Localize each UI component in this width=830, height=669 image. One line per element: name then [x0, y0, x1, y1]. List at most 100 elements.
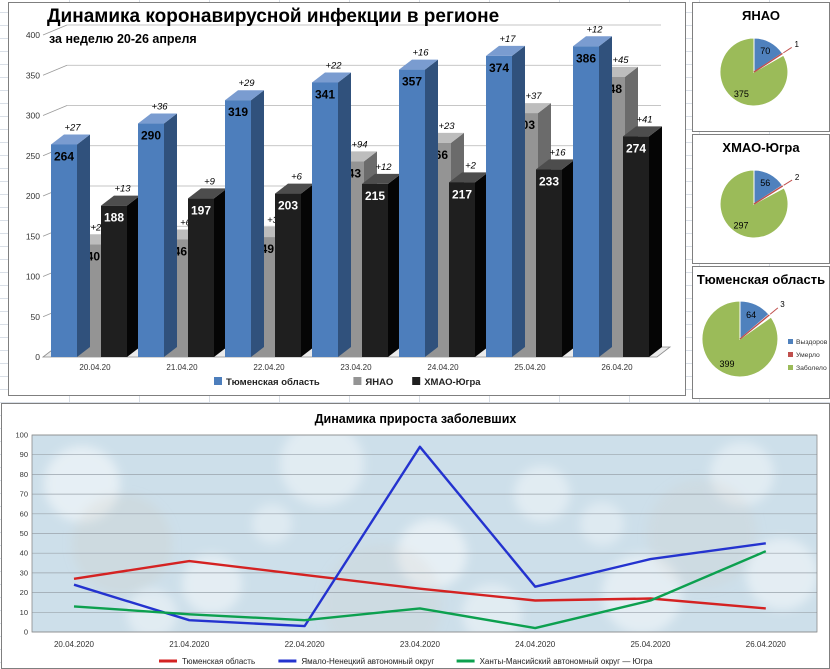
line-series — [73, 445, 766, 628]
bar-top-face — [399, 59, 438, 70]
pie-chart-yanao: 70 375 1 — [719, 37, 799, 107]
y-axis-label: 0 — [35, 352, 40, 362]
x-axis-label: 23.04.20 — [340, 363, 372, 372]
y-axis-label: 40 — [20, 549, 28, 558]
bar-delta-label: +27 — [64, 122, 81, 133]
y-axis-label: 70 — [20, 490, 28, 499]
x-axis-label: 20.04.20 — [79, 363, 111, 372]
x-axis-label: 21.04.2020 — [169, 640, 210, 649]
bar — [275, 193, 301, 357]
bar-value-label: 374 — [489, 61, 509, 75]
bar — [536, 169, 562, 357]
pie-value-died: 3 — [780, 300, 785, 309]
bar-side-face — [338, 72, 351, 358]
axis-tick — [42, 105, 68, 116]
pie-slice-died — [753, 52, 783, 73]
line-chart-panel: Динамика прироста заболевших 0 10 20 30 40 50… — [1, 403, 830, 669]
legend-label: ЯНАО — [365, 377, 393, 388]
bar-delta-label: +45 — [612, 55, 629, 66]
bar-delta-label: +6 — [291, 172, 303, 183]
main-chart-subtitle: за неделю 20-26 апреля — [49, 32, 197, 46]
bar — [101, 205, 127, 357]
bar-delta-label: +12 — [375, 162, 392, 173]
legend-label: Выздоровело — [796, 339, 827, 346]
bar-delta-label: +36 — [151, 102, 168, 113]
bar — [399, 69, 425, 358]
bar — [623, 136, 649, 357]
bar-delta-label: +12 — [586, 24, 603, 35]
pie-value-died: 1 — [794, 40, 799, 49]
legend-label: Тюменская область — [226, 377, 320, 388]
y-axis-label: 400 — [26, 30, 40, 40]
bar-delta-label: +13 — [114, 184, 131, 195]
legend-label: Ямало-Ненецкий автономный округ — [301, 657, 434, 666]
y-axis-label: 60 — [20, 509, 28, 518]
bar-value-label: 233 — [539, 174, 559, 188]
bar-value-label: 386 — [576, 51, 596, 65]
legend-label: Умерло — [796, 352, 820, 359]
y-axis-label: 0 — [24, 628, 28, 637]
y-axis-label: 200 — [26, 191, 40, 201]
bar-top-face — [275, 183, 314, 194]
legend-label: ХМАО-Югра — [424, 377, 481, 388]
bar-side-face — [512, 45, 525, 358]
pie-chart-tyumen: 64 399 3 Выздоровело Умерло Заболело — [701, 300, 827, 378]
y-axis-label: 30 — [20, 568, 28, 577]
y-axis-label: 50 — [20, 529, 28, 538]
bar-value-label: 290 — [141, 129, 161, 143]
bar-value-label: 217 — [452, 187, 472, 201]
bar-side-face — [425, 59, 438, 358]
bar-value-label: 197 — [191, 203, 211, 217]
bar — [225, 100, 251, 357]
bar-delta-label: +17 — [499, 34, 516, 45]
legend-swatch — [353, 377, 362, 385]
legend-swatch — [412, 377, 421, 385]
pie-slice-died — [753, 185, 784, 205]
y-axis-label: 90 — [20, 450, 28, 459]
bar-side-face — [649, 126, 662, 358]
y-axis-label: 250 — [26, 151, 40, 161]
legend-swatch — [788, 352, 793, 357]
x-axis-label: 20.04.2020 — [54, 640, 95, 649]
y-axis-label: 20 — [20, 588, 28, 597]
pie-chart-hmao: 56 297 2 — [719, 169, 800, 239]
bar — [138, 123, 164, 357]
bar-value-label: 357 — [402, 75, 422, 89]
x-axis-label: 23.04.2020 — [400, 640, 441, 649]
plot-border — [31, 434, 818, 633]
main-chart-title: Динамика коронавирусной инфекции в регио… — [47, 6, 500, 27]
legend-swatch — [788, 339, 793, 344]
bar-delta-label: +29 — [238, 78, 255, 89]
y-axis-label: 50 — [31, 312, 41, 322]
pie-value-died: 2 — [795, 173, 800, 182]
bar-side-face — [251, 90, 264, 357]
line-series — [73, 550, 767, 630]
bar-value-label: 203 — [278, 199, 298, 213]
bar-side-face — [127, 195, 140, 357]
bar-top-face — [138, 113, 177, 124]
pie-value-recovered: 70 — [760, 46, 770, 56]
y-axis-label: 100 — [26, 272, 40, 282]
bar — [362, 183, 388, 357]
pie-slice — [719, 169, 789, 239]
axis-tick — [42, 24, 68, 36]
bar-top-face — [101, 195, 140, 206]
bar-top-face — [51, 134, 90, 145]
pie-value-sick: 297 — [734, 221, 749, 231]
x-axis-label: 25.04.20 — [514, 363, 546, 372]
line-series — [73, 559, 766, 610]
bar-delta-label: +22 — [325, 60, 342, 71]
bar-value-label: 215 — [365, 189, 385, 203]
axis-tick — [42, 64, 68, 76]
bar-top-face — [449, 172, 488, 183]
bar-side-face — [164, 113, 177, 357]
pie-panel-yanao: ЯНАО 70 375 1 — [692, 2, 830, 132]
y-axis-label: 100 — [15, 431, 28, 440]
bar-value-label: 188 — [104, 211, 124, 225]
bar — [188, 198, 214, 357]
bar-delta-label: +37 — [525, 91, 542, 102]
y-axis-label: 350 — [26, 70, 40, 80]
pie-slice — [719, 37, 789, 107]
bar-top-face — [362, 173, 401, 184]
y-axis-label: 150 — [26, 231, 40, 241]
